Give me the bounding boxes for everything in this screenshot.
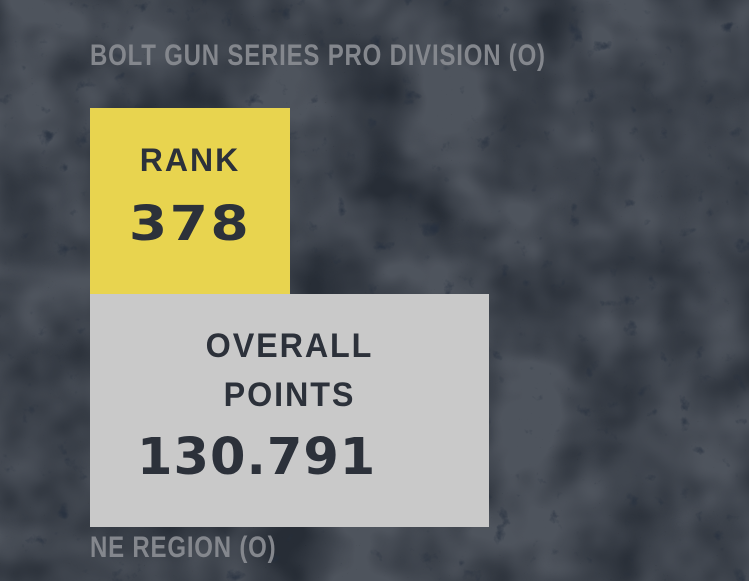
region-title: NE REGION (O) (90, 531, 277, 564)
rank-value: 378 (128, 196, 252, 252)
overall-points-value: 130.791 (137, 428, 377, 487)
division-title: BOLT GUN SERIES PRO DIVISION (O) (90, 39, 546, 72)
rank-card: RANK 378 (90, 108, 290, 294)
overall-points-card: OVERALL POINTS 130.791 (90, 294, 489, 527)
rank-label: RANK (139, 142, 241, 178)
overall-points-label-line1: OVERALL (205, 327, 374, 365)
overall-points-label-line2: POINTS (223, 376, 356, 414)
